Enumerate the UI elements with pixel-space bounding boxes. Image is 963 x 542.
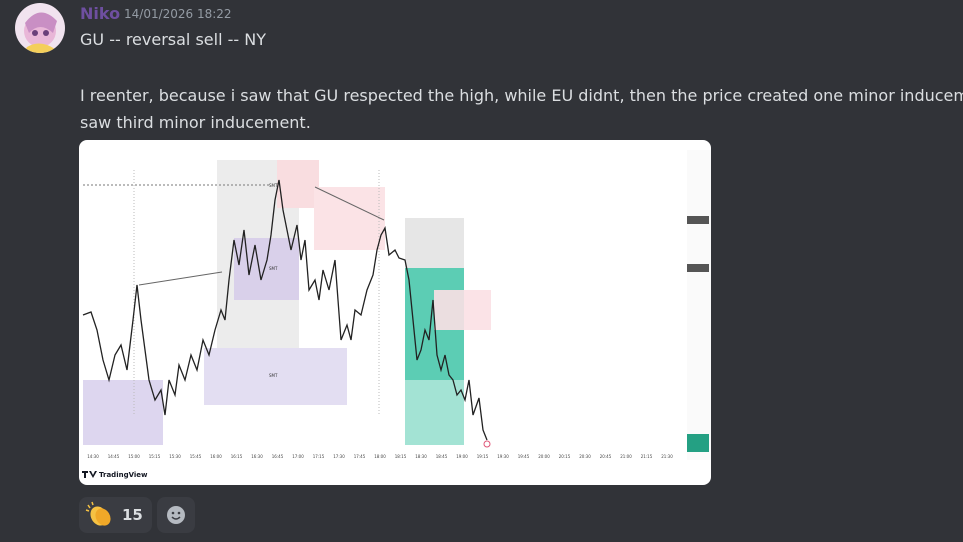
x-axis-label: 15:45 — [190, 454, 202, 459]
x-axis-label: 18:45 — [436, 454, 448, 459]
x-axis-label: 14:45 — [108, 454, 120, 459]
chart-screenshot: SMT SMT SMT TradingView 14:30 14:45 15:00 1… — [82, 150, 711, 479]
trend-line — [138, 271, 223, 286]
x-axis-label: 21:00 — [620, 454, 632, 459]
reaction-count: 15 — [122, 506, 143, 524]
x-axis-label: 19:15 — [477, 454, 489, 459]
x-axis-label: 16:30 — [251, 454, 263, 459]
zone — [277, 160, 319, 208]
x-axis-label: 16:15 — [231, 454, 243, 459]
x-axis-label: 19:45 — [518, 454, 530, 459]
message-line: I reenter, because i saw that GU respect… — [80, 86, 963, 105]
annotation: SMT — [269, 183, 278, 188]
clap-emoji — [85, 501, 111, 526]
x-axis-label: 16:00 — [210, 454, 222, 459]
annotation: SMT — [269, 266, 278, 271]
x-axis-label: 18:15 — [395, 454, 407, 459]
trend-line — [314, 186, 385, 221]
zone — [434, 290, 491, 330]
zone — [314, 187, 385, 250]
tv-logo — [82, 471, 97, 478]
chart-image[interactable]: SMT SMT SMT TradingView 14:30 14:45 15:00 1… — [79, 140, 711, 485]
add-reaction[interactable] — [157, 497, 195, 533]
x-axis-label: 21:30 — [661, 454, 673, 459]
zone — [204, 348, 347, 405]
x-axis-label: 15:30 — [169, 454, 181, 459]
marker — [483, 440, 491, 448]
avatar[interactable] — [15, 3, 65, 53]
x-axis-label: 16:45 — [272, 454, 284, 459]
x-axis-label: 18:30 — [415, 454, 427, 459]
x-axis-label: 18:00 — [374, 454, 386, 459]
reaction[interactable]: 15 — [79, 497, 152, 533]
zone — [234, 238, 299, 300]
x-axis-label: 20:45 — [600, 454, 612, 459]
x-axis-label: 15:00 — [128, 454, 140, 459]
zone — [83, 380, 163, 445]
x-axis-label: 17:45 — [354, 454, 366, 459]
x-axis-label: 19:30 — [497, 454, 509, 459]
price-tag — [687, 216, 709, 224]
x-axis-label: 15:15 — [149, 454, 161, 459]
x-axis-label: 20:30 — [579, 454, 591, 459]
x-axis-label: 20:00 — [538, 454, 550, 459]
zone — [405, 218, 464, 268]
price-line — [82, 179, 488, 441]
x-axis-label: 20:15 — [559, 454, 571, 459]
x-axis-label: 17:15 — [313, 454, 325, 459]
x-axis-label: 17:00 — [292, 454, 304, 459]
price-scale — [687, 150, 711, 460]
x-axis-label: 17:30 — [333, 454, 345, 459]
price-tag — [687, 434, 709, 452]
message-line: saw third minor inducement. — [80, 113, 311, 132]
author[interactable]: Niko — [80, 4, 121, 23]
smiley-icon — [167, 506, 185, 524]
price-tag — [687, 264, 709, 272]
annotation: SMT — [269, 373, 278, 378]
timestamp: 14/01/2026 18:22 — [124, 7, 232, 21]
brand: TradingView — [99, 471, 148, 479]
x-axis-label: 21:15 — [641, 454, 653, 459]
message-line: GU -- reversal sell -- NY — [80, 30, 266, 49]
x-axis-label: 19:00 — [456, 454, 468, 459]
x-axis-label: 14:30 — [87, 454, 99, 459]
avatar-art — [23, 12, 57, 53]
zone — [405, 380, 464, 445]
